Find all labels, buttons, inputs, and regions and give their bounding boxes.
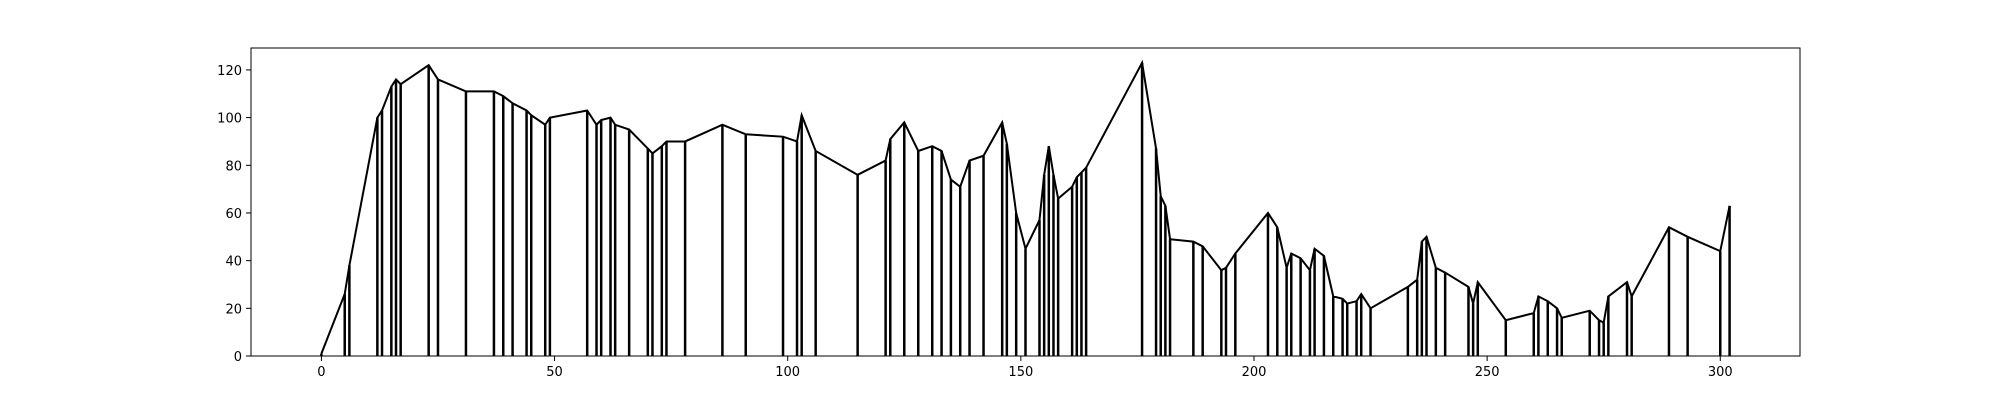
- plot-frame: [250, 47, 1801, 357]
- y-tick-label: 100: [217, 112, 242, 127]
- x-tick-label: 150: [1008, 365, 1033, 380]
- x-tick-label: 300: [1708, 365, 1733, 380]
- y-tick-label: 80: [225, 159, 242, 174]
- data-line: [320, 59, 1731, 354]
- x-tick-label: 100: [775, 365, 800, 380]
- y-tick-label: 0: [234, 350, 242, 365]
- y-tick-label: 40: [225, 255, 242, 270]
- y-tick-label: 120: [217, 64, 242, 79]
- x-tick-label: 200: [1242, 365, 1267, 380]
- y-tick-label: 60: [225, 207, 242, 222]
- y-tick-label: 20: [225, 302, 242, 317]
- x-tick-label: 250: [1475, 365, 1500, 380]
- x-tick-label: 50: [546, 365, 563, 380]
- x-tick-label: 0: [317, 365, 325, 380]
